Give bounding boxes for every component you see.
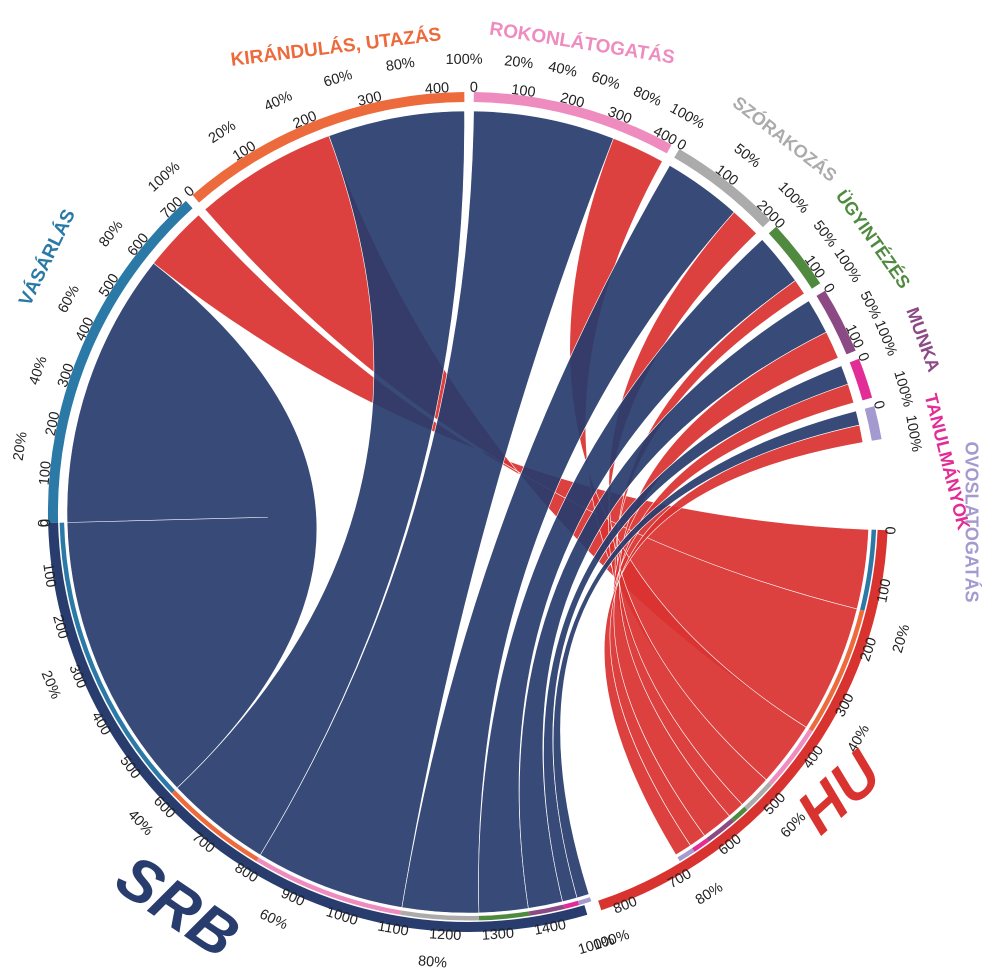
pct-munka-0: 50% <box>856 289 884 322</box>
stripe-hu-vasarlas <box>860 529 877 611</box>
tick-vasarlas-200: 200 <box>43 410 64 437</box>
tick-srb-1300: 1300 <box>481 926 514 944</box>
tick-srb-100: 100 <box>39 562 58 588</box>
tick-srb-600: 600 <box>150 793 178 822</box>
pct-kirandulas-2: 60% <box>322 67 354 91</box>
arc-rokon <box>473 92 672 154</box>
pct-ugyintezes-0: 50% <box>810 218 841 251</box>
label-ugyintezes: ÜGYINTÉZÉS <box>832 186 915 292</box>
pct-srb-2: 60% <box>257 906 290 933</box>
arc-kirandulas <box>192 92 465 203</box>
stripe-hu-kirandulas <box>808 609 865 732</box>
ribbon-layer <box>66 110 869 914</box>
pct-ugyintezes-1: 100% <box>830 246 864 286</box>
tick-kirandulas-300: 300 <box>356 89 383 110</box>
pct-vasarlas-3: 80% <box>96 218 127 251</box>
tick-hu-100: 100 <box>874 577 894 604</box>
tick-hu-200: 200 <box>857 635 880 663</box>
ribbon-hu-ovoslatogatas <box>603 424 864 856</box>
arc-layer <box>47 92 888 933</box>
tick-hu-600: 600 <box>716 831 745 859</box>
pct-rokon-0: 20% <box>503 53 534 72</box>
pct-vasarlas-0: 20% <box>11 431 31 462</box>
tick-vasarlas-100: 100 <box>37 460 55 486</box>
pct-srb-4: 100% <box>576 932 616 958</box>
arc-tanulmanyok <box>849 358 873 401</box>
tick-hu-0: 0 <box>883 526 899 535</box>
arc-szorakozas <box>674 149 771 228</box>
pct-kirandulas-1: 40% <box>262 88 295 115</box>
tick-srb-700: 700 <box>189 829 218 857</box>
pct-ovoslatogatas-0: 100% <box>902 414 924 453</box>
pct-tanulmanyok-0: 100% <box>890 369 916 409</box>
stripe-hu-szorakozas <box>744 782 772 811</box>
tick-srb-200: 200 <box>49 613 71 641</box>
tick-srb-1100: 1100 <box>376 918 410 939</box>
pct-kirandulas-4: 100% <box>445 52 482 68</box>
pct-srb-0: 20% <box>38 668 64 701</box>
pct-srb-3: 80% <box>417 953 447 968</box>
stripe-srb-ugyintezes <box>478 911 530 921</box>
pct-vasarlas-2: 60% <box>55 282 83 315</box>
arc-vasarlas <box>47 200 193 523</box>
tick-rokon-200: 200 <box>559 90 586 111</box>
tick-srb-1400: 1400 <box>533 917 568 939</box>
pct-rokon-2: 60% <box>589 69 622 93</box>
tick-srb-0: 0 <box>36 519 52 527</box>
arc-munka <box>816 290 856 355</box>
stripe-hu-rokon <box>768 729 813 785</box>
arc-hu <box>598 529 888 911</box>
tick-hu-500: 500 <box>761 790 789 819</box>
pct-szorakozas-0: 50% <box>731 141 764 172</box>
tick-rokon-100: 100 <box>510 82 536 101</box>
pct-rokon-4: 100% <box>667 101 707 133</box>
arc-ovoslatogatas <box>864 406 882 441</box>
tick-rokon-0: 0 <box>470 80 478 96</box>
pct-munka-1: 100% <box>871 318 900 358</box>
tick-ovoslatogatas-0: 0 <box>870 399 888 411</box>
stripe-hu-ugyintezes <box>731 806 748 822</box>
label-srb: SRB <box>104 841 251 968</box>
pct-vasarlas-1: 40% <box>26 354 50 387</box>
stripe-hu-tanulmanyok <box>692 838 709 852</box>
tick-vasarlas-0: 0 <box>36 519 52 527</box>
pct-szorakozas-1: 100% <box>775 179 812 217</box>
tick-tanulmanyok-0: 0 <box>854 351 872 364</box>
arc-ugyintezes <box>768 226 821 289</box>
stripe-srb-szorakozas <box>400 910 480 921</box>
pct-kirandulas-0: 20% <box>206 118 239 147</box>
pct-hu-0: 20% <box>890 623 914 655</box>
stripe-srb-rokon <box>256 857 402 915</box>
stripe-srb-kirandulas <box>171 790 259 862</box>
stripe-hu-ovoslatogatas <box>677 848 695 862</box>
tick-kirandulas-400: 400 <box>424 80 449 98</box>
label-szorakozas: SZÓRAKOZÁS <box>729 92 841 186</box>
stripe-srb-munka <box>528 904 565 916</box>
tick-vasarlas-300: 300 <box>55 362 78 390</box>
stripe-srb-tanulmanyok <box>563 900 580 909</box>
ribbon-srb-vasarlas <box>66 262 318 789</box>
stripe-srb-ovoslatogatas <box>577 897 592 906</box>
label-munka: MUNKA <box>902 305 944 375</box>
pct-rokon-3: 80% <box>631 84 664 110</box>
tick-srb-1200: 1200 <box>429 926 462 944</box>
label-ovoslatogatas: OVOSLATOGATÁS <box>961 441 982 602</box>
pct-kirandulas-3: 80% <box>385 55 416 75</box>
pct-rokon-1: 40% <box>547 59 579 81</box>
stripe-hu-munka <box>706 818 735 842</box>
pct-hu-3: 80% <box>693 879 726 908</box>
pct-srb-1: 40% <box>124 807 156 839</box>
pct-vasarlas-4: 100% <box>145 159 183 196</box>
